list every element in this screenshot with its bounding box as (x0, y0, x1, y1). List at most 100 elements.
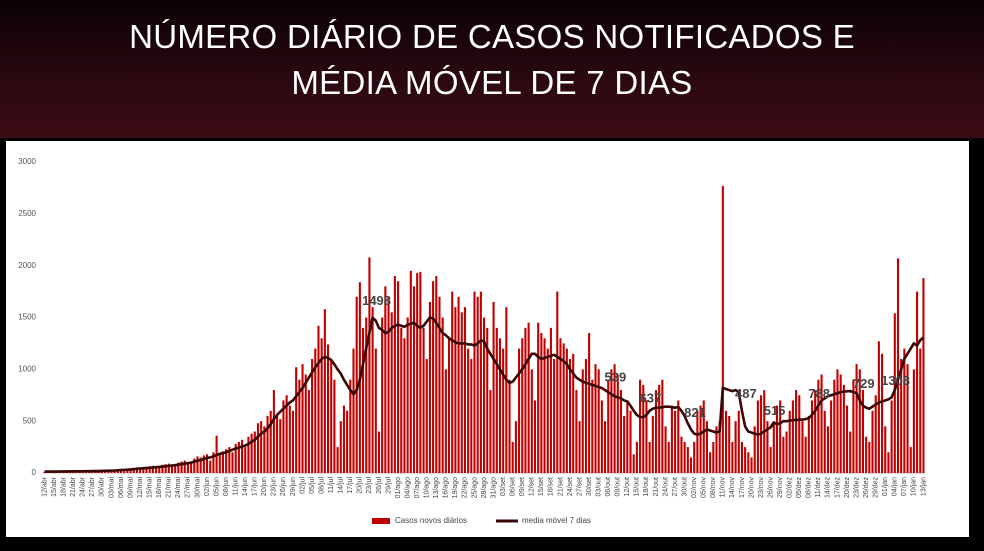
bar (349, 379, 352, 473)
x-tick-label: 02/jul (299, 477, 306, 494)
bar (174, 465, 177, 473)
bar (533, 400, 537, 473)
bar (731, 441, 734, 473)
bar (900, 358, 903, 473)
bar (810, 400, 814, 473)
bar (919, 348, 922, 473)
bar (839, 374, 842, 473)
x-tick-label: 26/dez (863, 477, 870, 499)
x-tick-label: 05/jun (213, 477, 220, 496)
x-tick-label: 02/nov (691, 477, 698, 499)
x-tick-label: 15/mai (147, 477, 154, 498)
x-tick-label: 29/nov (777, 477, 784, 499)
x-tick-label: 11/jul (328, 477, 335, 494)
bar (145, 466, 148, 473)
bar (871, 410, 874, 473)
bar (202, 455, 205, 473)
bar (594, 364, 597, 473)
bar (833, 379, 836, 473)
bar (432, 281, 435, 473)
bar (151, 465, 154, 473)
title-line: MÉDIA MÓVEL DE 7 DIAS (291, 64, 693, 101)
bar (635, 441, 638, 473)
x-tick-label: 20/jun (261, 477, 268, 496)
bar (253, 431, 256, 473)
x-tick-label: 20/dez (844, 477, 851, 499)
bar (483, 317, 486, 473)
bar (578, 421, 581, 473)
bar (148, 466, 151, 473)
bar (868, 441, 871, 473)
bar (346, 410, 349, 473)
bar (645, 400, 648, 473)
bar (371, 307, 374, 473)
bar (728, 415, 731, 473)
x-tick-label: 01/jan (882, 477, 889, 496)
x-tick-label: 23/dez (853, 477, 860, 499)
bar (183, 460, 186, 473)
bar (473, 291, 476, 473)
bar (740, 441, 744, 473)
bar (403, 338, 406, 473)
bar (788, 410, 791, 473)
data-label: 1308 (881, 373, 910, 388)
bar (619, 390, 623, 473)
x-tick-label: 08/jul (318, 477, 325, 494)
x-tick-label: 08/jun (223, 477, 230, 496)
bar (737, 410, 740, 473)
x-tick-label: 18/out (643, 477, 650, 497)
x-tick-label: 20/jul (357, 477, 364, 494)
bar (912, 369, 915, 473)
bar (607, 379, 610, 473)
bar (540, 333, 543, 473)
bar (368, 257, 371, 473)
bar (674, 410, 677, 473)
bar (658, 384, 661, 473)
bar (686, 447, 689, 473)
y-tick-label: 3000 (18, 157, 36, 166)
x-tick-label: 24/set (567, 477, 574, 496)
bar (508, 379, 511, 473)
x-tick-label: 09/set (519, 477, 526, 496)
bar (648, 441, 651, 473)
bar (295, 367, 298, 473)
x-tick-label: 06/out (605, 477, 612, 497)
x-tick-label: 18/mai (156, 477, 163, 498)
bar (256, 423, 260, 473)
x-tick-label: 02/jun (204, 477, 211, 496)
y-tick-label: 500 (23, 416, 37, 425)
data-label: 821 (684, 405, 706, 420)
x-tick-label: 18/abr (61, 476, 68, 497)
x-tick-label: 14/jul (338, 477, 345, 494)
bar (451, 291, 454, 473)
bar (568, 358, 572, 473)
bar (642, 384, 645, 473)
x-tick-label: 21/set (557, 477, 564, 496)
bar (164, 464, 167, 473)
bar (435, 276, 438, 473)
bar (304, 374, 307, 473)
bar (603, 421, 607, 473)
bar (546, 348, 549, 473)
bar (543, 338, 546, 473)
bar (476, 296, 479, 473)
x-tick-label: 12/set (529, 477, 536, 496)
bar (702, 400, 705, 473)
bar (610, 369, 613, 473)
bar (518, 348, 521, 473)
x-tick-label: 31/ago (490, 477, 497, 499)
bar (196, 456, 199, 473)
x-tick-label: 11/jun (232, 477, 239, 496)
x-tick-label: 07/ago (414, 477, 421, 499)
bar (858, 369, 861, 473)
bar (699, 405, 702, 473)
bar (441, 317, 444, 473)
bar (333, 379, 336, 473)
bar (498, 338, 502, 473)
bar (680, 436, 683, 473)
bar (909, 447, 912, 473)
bar (457, 296, 460, 473)
x-tick-label: 15/out (634, 477, 641, 497)
bar (282, 400, 285, 473)
bar (670, 405, 673, 473)
